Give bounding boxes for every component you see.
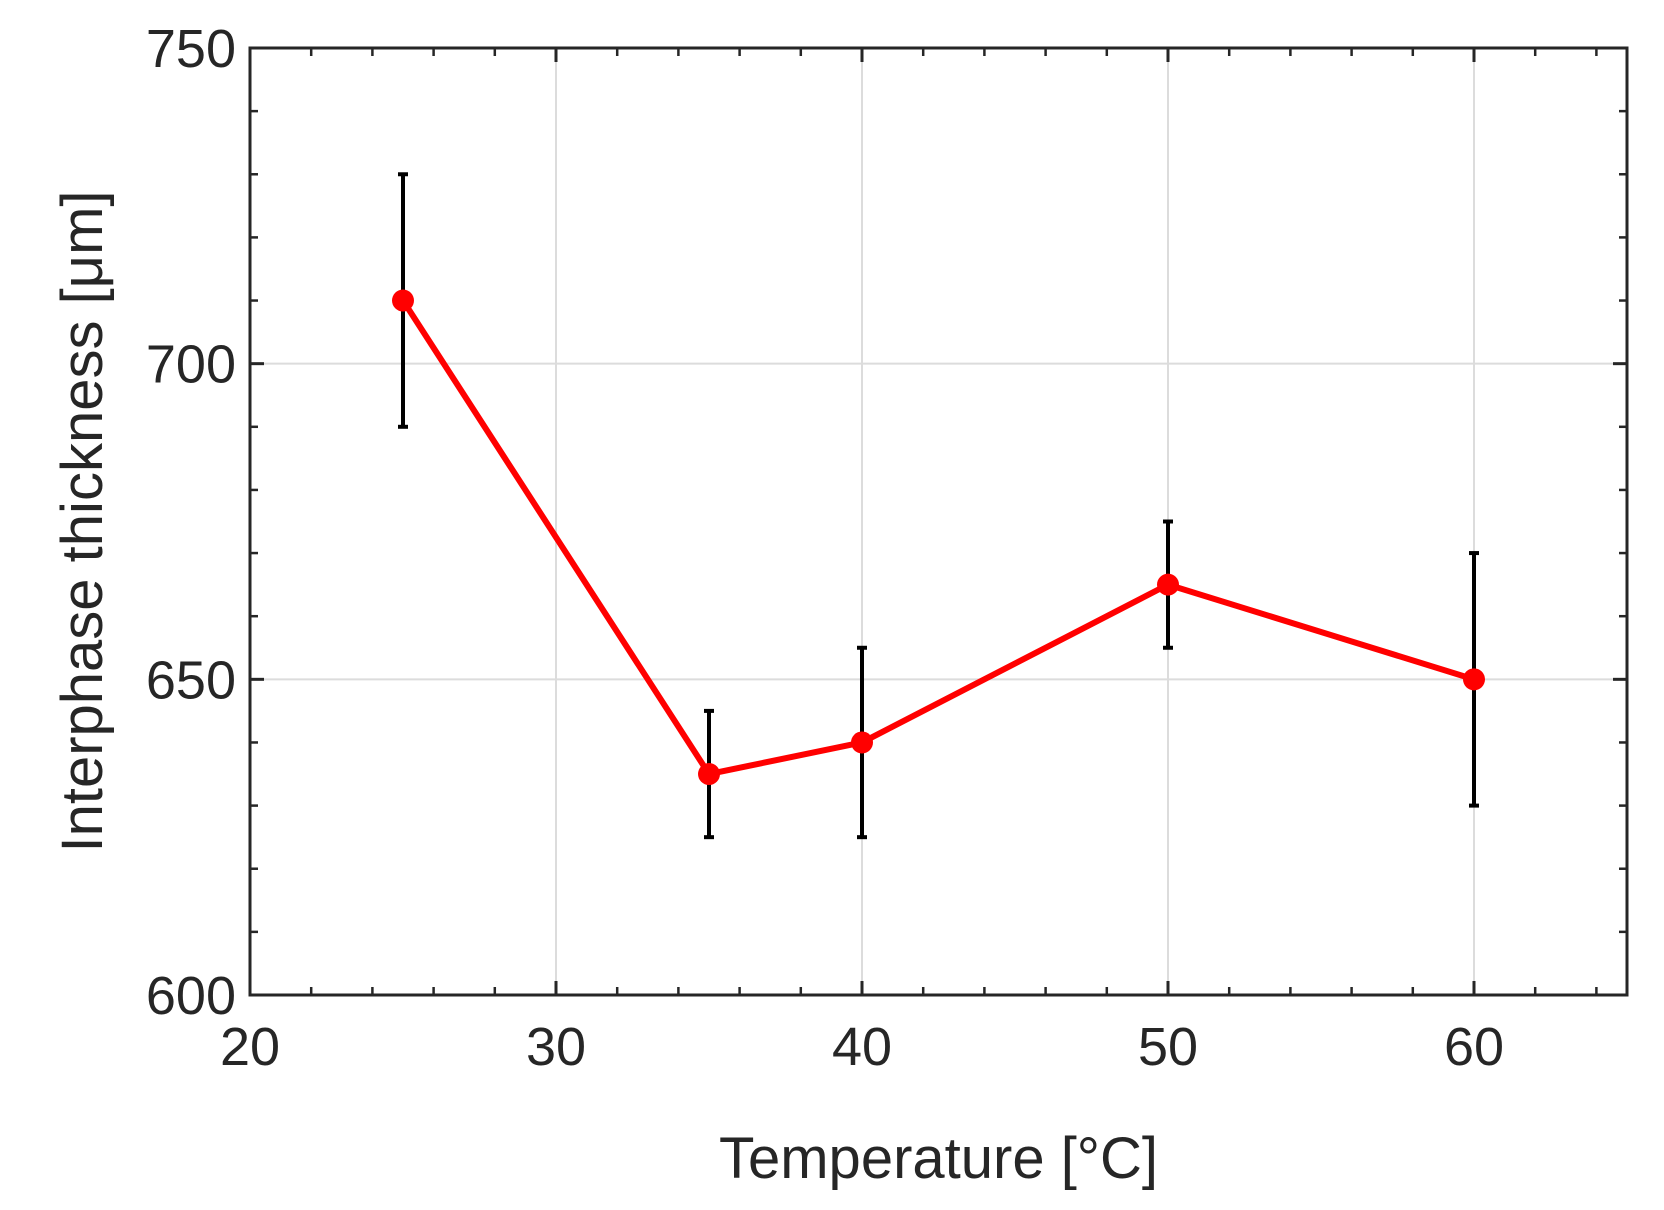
grid-lines [250, 48, 1627, 995]
x-tick-labels: 20 30 40 50 60 [220, 1017, 1504, 1077]
y-tick-label: 600 [146, 966, 236, 1026]
data-point [1157, 573, 1179, 596]
plot-area-frame [248, 46, 1629, 997]
x-tick-label: 20 [220, 1017, 280, 1077]
y-tick-labels: 600 650 700 750 [146, 19, 236, 1026]
data-point [698, 763, 720, 786]
y-axis-title: Interphase thickness [μm] [50, 190, 115, 852]
data-point [1463, 668, 1485, 691]
x-tick-label: 60 [1444, 1017, 1504, 1077]
data-markers [392, 289, 1485, 786]
series-line [400, 298, 1475, 778]
error-bars [398, 172, 1479, 840]
x-tick-label: 40 [832, 1017, 892, 1077]
y-tick-label: 700 [146, 335, 236, 395]
data-point [392, 289, 414, 312]
x-tick-label: 30 [526, 1017, 586, 1077]
y-tick-label: 650 [146, 650, 236, 710]
minor-ticks [248, 46, 1627, 997]
data-point [851, 731, 873, 754]
y-tick-label: 750 [146, 19, 236, 79]
data-line [400, 298, 1475, 778]
x-tick-label: 50 [1138, 1017, 1198, 1077]
x-axis-title: Temperature [°C] [719, 1126, 1158, 1191]
